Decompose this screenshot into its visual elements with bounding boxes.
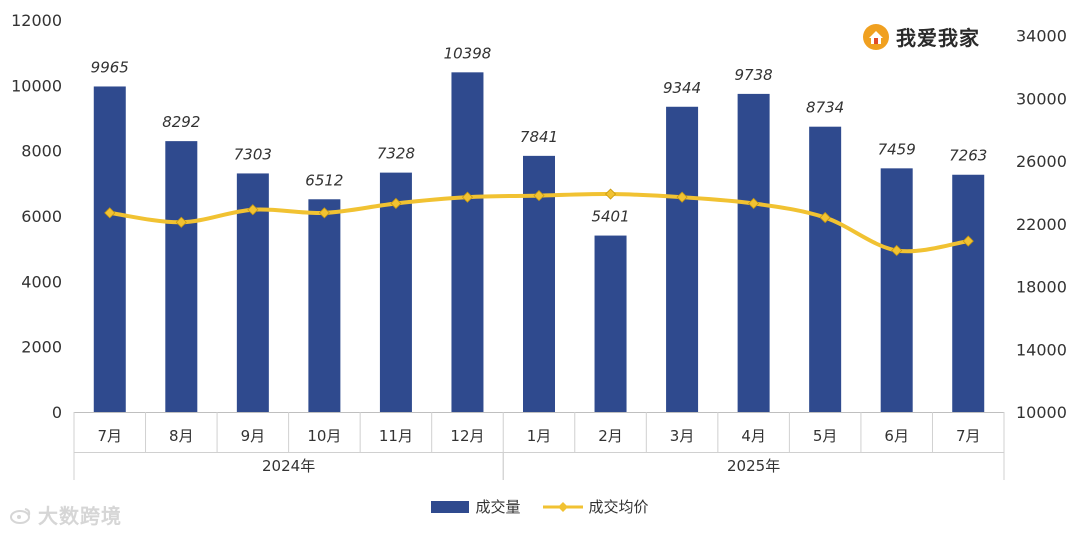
legend-item-price: 成交均价 [542,496,649,517]
x-tick-label: 5月 [813,427,838,445]
price-point [175,216,187,228]
legend-swatch-volume [431,500,470,513]
bar [308,199,341,412]
watermark-text: 大数跨境 [38,504,122,528]
legend-swatch-price [542,501,583,512]
price-point [891,244,903,257]
bar [880,168,913,412]
x-tick-label: 1月 [527,427,552,445]
x-tick-label: 8月 [169,427,194,445]
y-right-tick-label: 18000 [1016,278,1067,297]
x-tick-label: 7月 [97,427,122,445]
bar [737,93,770,412]
price-point [461,191,474,203]
bar-value-label: 7263 [949,147,987,165]
price-point [819,212,831,224]
bar [451,72,484,412]
bar-value-label: 7303 [234,145,272,163]
watermark: 大数跨境 [10,500,122,529]
x-tick-label: 10月 [307,427,341,445]
price-point [104,207,116,219]
y-left-tick-label: 4000 [21,272,62,291]
y-left-tick-label: 8000 [21,142,62,161]
x-tick-label: 3月 [670,427,695,445]
bar-value-label: 7328 [377,145,415,163]
bar [594,235,627,412]
price-point [676,191,688,203]
bar-value-label: 9738 [735,66,773,84]
y-right-tick-label: 14000 [1016,340,1067,359]
price-point [604,188,617,200]
bar [666,106,699,412]
x-group-label: 2025年 [727,457,780,475]
x-tick-label: 6月 [884,427,909,445]
bar-value-label: 9344 [663,79,701,97]
bar-value-label: 6512 [305,171,343,189]
brand-logo: 我爱我家 [862,22,980,51]
y-right-tick-label: 34000 [1016,27,1067,46]
y-left-tick-label: 2000 [21,338,62,357]
x-tick-label: 9月 [241,427,266,445]
y-left-tick-label: 6000 [21,207,62,226]
brand-name: 我爱我家 [896,26,980,50]
legend-item-volume: 成交量 [431,496,521,517]
x-tick-label: 11月 [379,427,413,445]
x-tick-label: 7月 [956,427,981,445]
legend-label-price: 成交均价 [588,498,649,516]
house-logo-icon [863,23,889,50]
x-tick-label: 12月 [450,427,484,445]
bar [952,174,985,412]
legend: 成交量 成交均价 [0,496,1080,517]
x-tick-label: 2月 [598,427,623,445]
price-point [748,197,760,210]
bar-value-label: 8734 [806,99,844,117]
bar-value-label: 7841 [520,128,558,146]
legend-label-volume: 成交量 [475,498,521,516]
y-right-tick-label: 22000 [1016,215,1067,234]
x-tick-label: 4月 [741,427,766,445]
price-point [962,235,974,247]
y-right-tick-label: 30000 [1016,89,1067,108]
bar-value-label: 5401 [591,208,629,226]
x-group-label: 2024年 [262,457,315,475]
y-right-tick-label: 26000 [1016,152,1067,171]
bar [93,86,126,412]
y-right-tick-label: 10000 [1016,403,1067,422]
price-point [318,207,330,219]
price-point [533,190,545,202]
y-left-tick-label: 12000 [11,11,62,30]
bar-value-label: 9965 [91,58,129,76]
bar-value-label: 7459 [878,140,916,158]
bar [379,172,412,412]
bar-value-label: 10398 [444,44,492,62]
bar [809,126,842,412]
bar [165,141,198,413]
weibo-logo-icon [10,507,31,524]
price-point [247,204,259,216]
y-left-tick-label: 0 [52,403,62,422]
price-point [390,197,402,210]
y-left-tick-label: 10000 [11,76,62,95]
bar-value-label: 8292 [162,113,200,131]
